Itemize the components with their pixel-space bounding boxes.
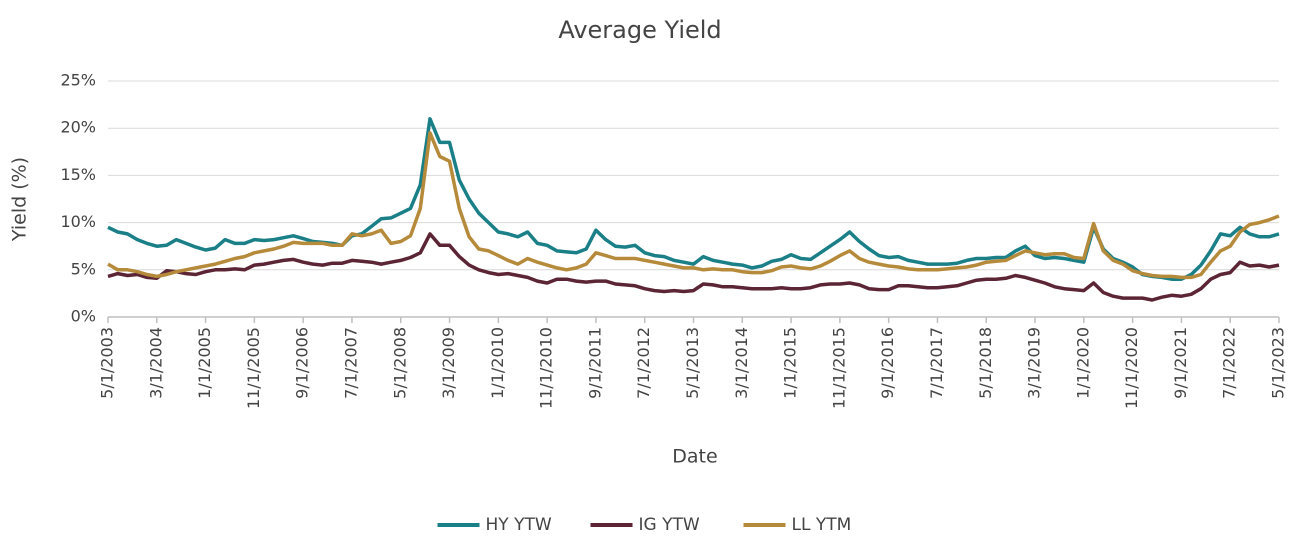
x-tick-label: 11/1/2005 (244, 327, 263, 409)
x-tick-label: 3/1/2014 (732, 327, 751, 399)
x-tick-label: 7/1/2007 (341, 327, 360, 399)
x-tick-label: 5/1/2008 (390, 327, 409, 399)
x-tick-label: 5/1/2003 (98, 327, 117, 399)
x-tick-label: 7/1/2012 (634, 327, 653, 399)
x-tick-label: 3/1/2004 (146, 327, 165, 399)
x-tick-label: 7/1/2022 (1220, 327, 1239, 399)
x-tick-label: 1/1/2005 (195, 327, 214, 399)
x-tick-label: 11/1/2015 (829, 327, 848, 409)
x-tick-label: 3/1/2009 (439, 327, 458, 399)
x-tick-label: 1/1/2015 (781, 327, 800, 399)
x-tick-label: 9/1/2011 (585, 327, 604, 399)
y-tick-label: 0% (71, 307, 96, 326)
y-tick-label: 15% (60, 165, 96, 184)
x-tick-label: 9/1/2016 (878, 327, 897, 399)
legend-label: LL YTM (792, 515, 852, 535)
y-tick-label: 5% (71, 259, 96, 278)
legend-label: IG YTW (639, 515, 700, 535)
x-tick-label: 5/1/2013 (683, 327, 702, 399)
x-tick-label: 7/1/2017 (927, 327, 946, 399)
y-axis-label: Yield (%) (9, 157, 31, 242)
y-tick-label: 10% (60, 212, 96, 231)
y-tick-label: 20% (60, 118, 96, 137)
chart-title: Average Yield (558, 16, 721, 44)
x-tick-label: 11/1/2010 (537, 327, 556, 409)
x-tick-label: 1/1/2020 (1073, 327, 1092, 399)
y-tick-label: 25% (60, 71, 96, 90)
x-tick-label: 9/1/2006 (293, 327, 312, 399)
series-line (107, 131, 1280, 280)
x-tick-label: 5/1/2018 (976, 327, 995, 399)
x-tick-label: 1/1/2010 (488, 327, 507, 399)
x-axis-label: Date (672, 446, 717, 468)
legend-label: HY YTW (486, 515, 552, 535)
x-tick-label: 5/1/2023 (1269, 327, 1288, 399)
x-tick-label: 9/1/2021 (1171, 327, 1190, 399)
x-tick-label: 11/1/2020 (1122, 327, 1141, 409)
x-tick-label: 3/1/2019 (1025, 327, 1044, 399)
series-line (107, 117, 1280, 281)
series-line (107, 232, 1280, 302)
